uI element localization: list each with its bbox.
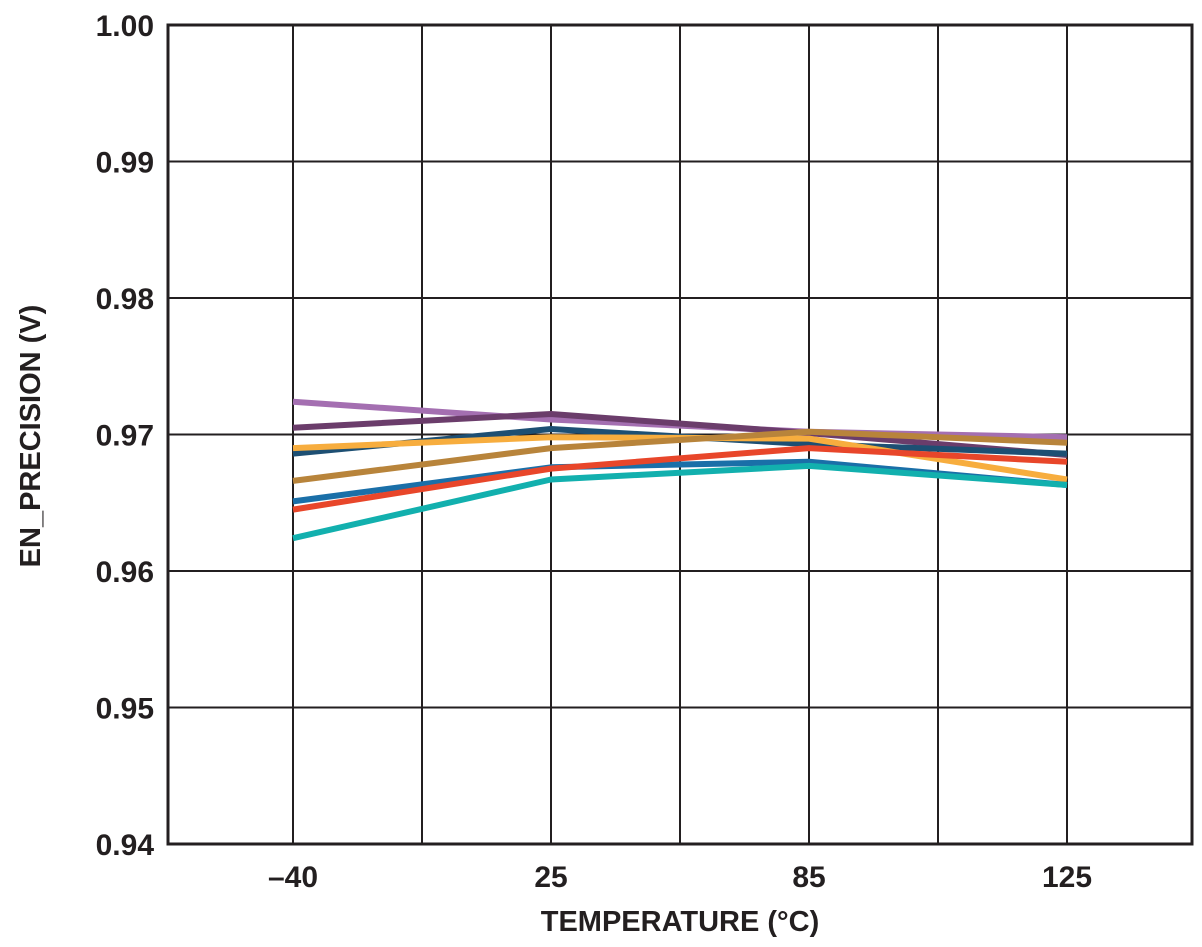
y-tick-label: 0.95 — [96, 693, 154, 726]
y-tick-label: 1.00 — [96, 10, 154, 43]
plot-frame — [166, 23, 1194, 846]
y-tick-label: 0.98 — [96, 283, 154, 316]
series-lines — [292, 398, 1068, 542]
y-tick-label: 0.96 — [96, 556, 154, 589]
y-tick-labels: 0.94 0.95 0.96 0.97 0.98 0.99 1.00 — [96, 10, 155, 862]
y-axis-title: EN_PRECISION (V) — [15, 305, 47, 568]
series-line-5 — [292, 428, 1068, 484]
x-tick-label: 85 — [792, 861, 825, 894]
series-line-2 — [292, 411, 1068, 458]
series-line-8 — [292, 462, 1068, 542]
y-tick-label: 0.94 — [96, 829, 155, 862]
x-axis-title: TEMPERATURE (°C) — [541, 906, 820, 938]
x-tick-label: 25 — [534, 861, 567, 894]
x-tick-label: –40 — [268, 861, 318, 894]
x-tick-label: 125 — [1042, 861, 1092, 894]
y-tick-label: 0.97 — [96, 420, 154, 453]
y-tick-label: 0.99 — [96, 147, 154, 180]
x-tick-labels: –40 25 85 125 — [268, 861, 1092, 894]
series-line-7 — [292, 445, 1068, 513]
